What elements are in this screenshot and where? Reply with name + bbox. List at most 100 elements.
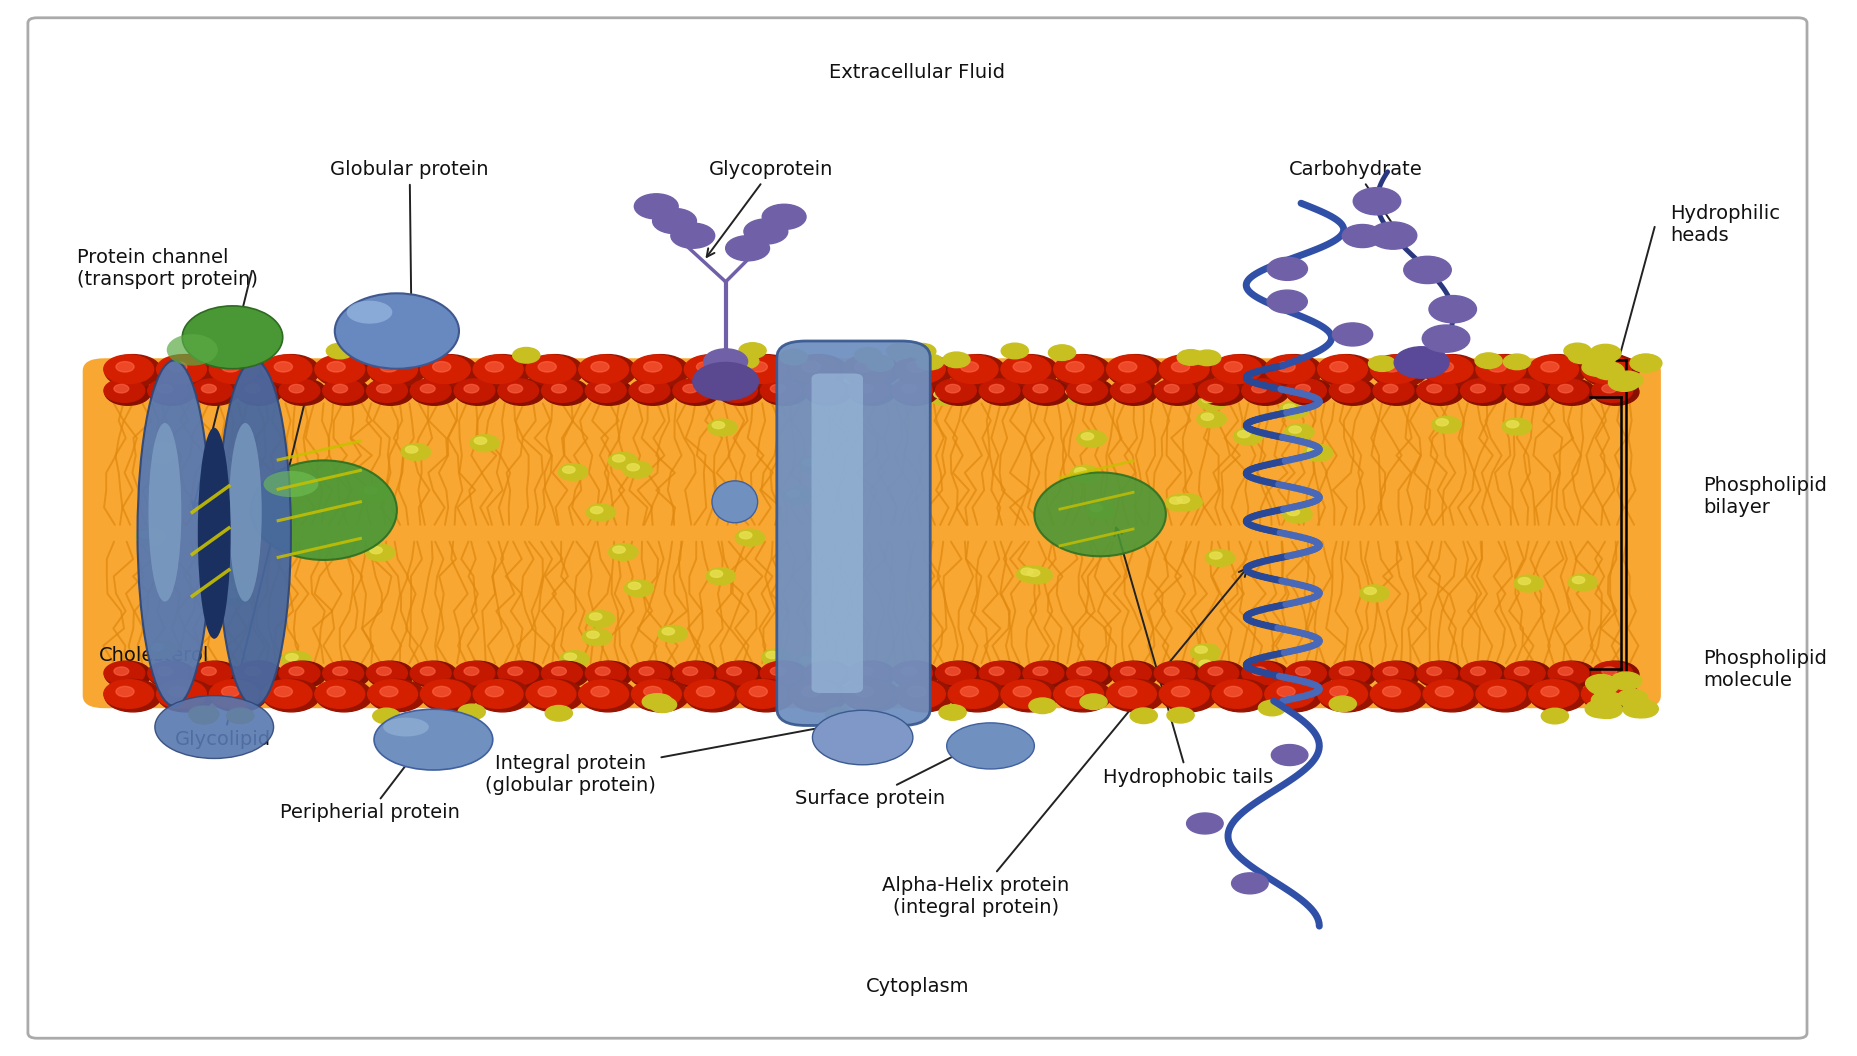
- Text: Peripherial protein: Peripherial protein: [279, 733, 459, 823]
- Circle shape: [609, 544, 637, 561]
- Circle shape: [1504, 379, 1551, 406]
- Circle shape: [332, 667, 347, 676]
- Circle shape: [474, 437, 487, 445]
- Circle shape: [737, 355, 787, 383]
- Circle shape: [1601, 667, 1616, 676]
- Circle shape: [559, 650, 589, 667]
- Circle shape: [1213, 679, 1268, 712]
- Circle shape: [1198, 661, 1239, 685]
- Circle shape: [1177, 350, 1203, 365]
- Circle shape: [464, 667, 479, 676]
- Circle shape: [1591, 379, 1632, 402]
- Circle shape: [761, 649, 791, 666]
- Circle shape: [189, 709, 217, 724]
- Circle shape: [420, 355, 470, 383]
- Circle shape: [323, 379, 364, 402]
- Circle shape: [433, 361, 451, 372]
- Circle shape: [1372, 661, 1413, 685]
- Circle shape: [1422, 355, 1473, 383]
- Circle shape: [1567, 574, 1597, 591]
- Circle shape: [1302, 445, 1331, 461]
- Circle shape: [1192, 350, 1220, 365]
- Ellipse shape: [373, 710, 492, 770]
- Circle shape: [1285, 379, 1326, 402]
- Circle shape: [906, 361, 925, 372]
- Circle shape: [791, 355, 847, 388]
- Circle shape: [526, 355, 576, 383]
- Circle shape: [1580, 358, 1612, 376]
- Circle shape: [104, 355, 162, 388]
- Circle shape: [1224, 686, 1242, 697]
- Circle shape: [1558, 384, 1573, 393]
- Circle shape: [201, 667, 215, 676]
- Circle shape: [282, 652, 310, 668]
- Circle shape: [368, 355, 425, 388]
- Circle shape: [945, 384, 960, 393]
- Circle shape: [1164, 384, 1179, 393]
- Circle shape: [212, 566, 240, 583]
- Circle shape: [945, 667, 960, 676]
- Circle shape: [639, 384, 654, 393]
- Text: Phospholipid
bilayer: Phospholipid bilayer: [1703, 476, 1825, 517]
- Circle shape: [949, 355, 1005, 388]
- Circle shape: [1339, 384, 1354, 393]
- Circle shape: [1187, 813, 1222, 834]
- Circle shape: [1107, 355, 1162, 388]
- Ellipse shape: [137, 360, 210, 706]
- Circle shape: [732, 354, 758, 369]
- Circle shape: [221, 361, 240, 372]
- Circle shape: [717, 661, 763, 687]
- Circle shape: [279, 379, 319, 402]
- Circle shape: [630, 379, 676, 406]
- Circle shape: [152, 644, 163, 650]
- Circle shape: [579, 679, 635, 712]
- Circle shape: [210, 355, 258, 383]
- Circle shape: [591, 361, 609, 372]
- Circle shape: [1422, 680, 1473, 709]
- Circle shape: [585, 610, 615, 627]
- Circle shape: [1198, 660, 1211, 667]
- Circle shape: [386, 674, 399, 680]
- Circle shape: [1075, 667, 1090, 676]
- Circle shape: [366, 544, 396, 561]
- Circle shape: [1591, 661, 1632, 685]
- Circle shape: [908, 343, 936, 359]
- Circle shape: [1155, 661, 1201, 687]
- Circle shape: [765, 652, 778, 659]
- Circle shape: [760, 379, 800, 402]
- Circle shape: [410, 661, 451, 685]
- Circle shape: [1417, 379, 1458, 402]
- Circle shape: [455, 379, 501, 406]
- Circle shape: [264, 355, 319, 388]
- Ellipse shape: [182, 306, 282, 369]
- Circle shape: [1528, 355, 1586, 388]
- Circle shape: [1417, 661, 1463, 687]
- Circle shape: [104, 379, 145, 402]
- Circle shape: [158, 667, 173, 676]
- Circle shape: [1582, 352, 1614, 370]
- Circle shape: [323, 379, 370, 406]
- Circle shape: [1317, 355, 1367, 383]
- Circle shape: [613, 546, 626, 553]
- Circle shape: [782, 488, 812, 505]
- Circle shape: [1460, 661, 1500, 685]
- Circle shape: [1549, 379, 1595, 406]
- Circle shape: [1001, 355, 1058, 388]
- Circle shape: [383, 671, 412, 687]
- Circle shape: [630, 661, 676, 687]
- Circle shape: [696, 361, 715, 372]
- Circle shape: [1487, 361, 1506, 372]
- Circle shape: [1506, 420, 1517, 428]
- Text: Extracellular Fluid: Extracellular Fluid: [828, 62, 1005, 81]
- Circle shape: [191, 661, 238, 687]
- Ellipse shape: [149, 423, 182, 602]
- Circle shape: [1023, 567, 1051, 584]
- Circle shape: [1257, 700, 1285, 716]
- Ellipse shape: [264, 471, 318, 497]
- Circle shape: [1285, 661, 1331, 687]
- Circle shape: [377, 667, 392, 676]
- Circle shape: [988, 384, 1003, 393]
- Circle shape: [1580, 680, 1630, 709]
- Circle shape: [1359, 585, 1389, 602]
- Circle shape: [314, 355, 364, 383]
